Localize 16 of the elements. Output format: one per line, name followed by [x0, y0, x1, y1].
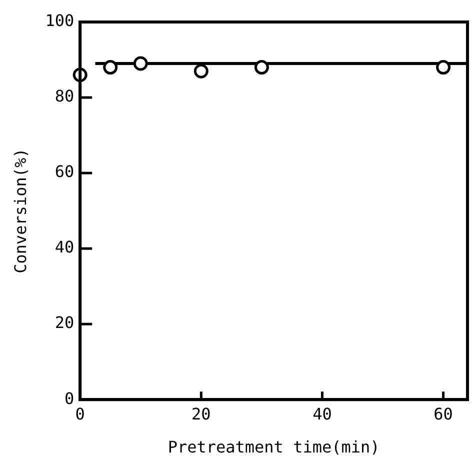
- point: [194, 64, 208, 78]
- y-tick-label: 0: [64, 388, 74, 408]
- point: [133, 56, 148, 71]
- x-tick-label: 60: [434, 404, 453, 424]
- y-axis-title: Conversion(%): [10, 148, 30, 274]
- y-tick-label: 60: [54, 162, 74, 182]
- x-tick-label: 40: [312, 404, 332, 424]
- y-tick-label: 80: [54, 86, 74, 106]
- x-tick-label: 20: [192, 404, 211, 424]
- point: [103, 60, 118, 75]
- y-tick-label: 20: [54, 313, 74, 332]
- y-tick-label: 40: [54, 238, 74, 257]
- point: [254, 60, 269, 75]
- point: [436, 60, 451, 75]
- y-tick-label: 100: [45, 11, 74, 30]
- x-axis-title: Pretreatment time(min): [168, 438, 380, 457]
